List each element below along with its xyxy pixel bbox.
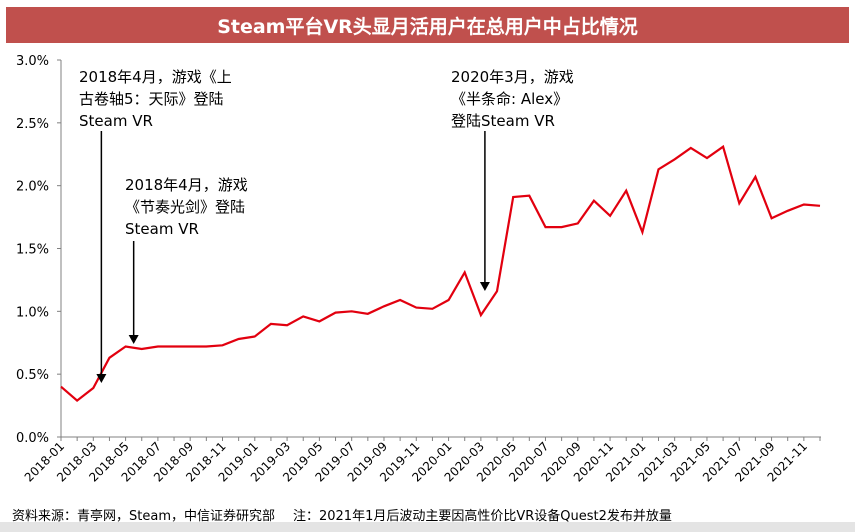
y-tick-label: 1.5% [16,243,49,258]
annotation-line: Steam VR [125,220,199,238]
y-tick-label: 2.0% [16,180,49,195]
series [60,144,821,403]
y-tick-label: 1.0% [16,305,49,320]
annotation-line: Steam VR [79,112,153,130]
note-text: 注：2021年1月后波动主要因高性价比VR设备Quest2发布并放量 [292,509,672,524]
annotation-line: 《半条命: Alex》 [451,90,569,108]
annotation-line: 2020年3月，游戏 [451,68,574,86]
annotation-line: 2018年4月，游戏《上 [79,68,232,86]
chart-footer: 资料来源：青亭网，Steam，中信证券研究部 注：2021年1月后波动主要因高性价… [12,505,672,524]
y-tick-label: 2.5% [16,117,49,132]
annotation-beat-saber: 2018年4月，游戏 《节奏光剑》登陆 Steam VR [125,174,248,240]
annotation-line: 古卷轴5：天际》登陆 [79,90,224,108]
series-line [60,144,821,403]
chart-title-bar: Steam平台VR头显月活用户在总用户中占比情况 [6,7,849,43]
arrow-head-icon [96,374,107,383]
annotation-line: 登陆Steam VR [451,112,555,130]
annotation-line: 《节奏光剑》登陆 [125,198,246,216]
annotation-line: 2018年4月，游戏 [125,176,248,194]
y-tick-label: 0.5% [16,368,49,383]
y-tick-label: 0.0% [16,431,49,446]
y-tick-label: 3.0% [16,54,49,69]
annotation-arrows [96,131,490,383]
x-axis-ticks: 2018-012018-032018-052018-072018-092018-… [22,437,821,485]
source-text: 资料来源：青亭网，Steam，中信证券研究部 [12,509,275,524]
arrow-head-icon [479,282,490,291]
annotation-skyrim: 2018年4月，游戏《上 古卷轴5：天际》登陆 Steam VR [79,66,232,132]
annotation-half-life-alyx: 2020年3月，游戏 《半条命: Alex》 登陆Steam VR [451,66,574,132]
y-axis-ticks: 0.0% 0.5% 1.0% 1.5% 2.0% 2.5% 3.0% [16,54,61,446]
footer-band [0,522,855,532]
chart-title: Steam平台VR头显月活用户在总用户中占比情况 [217,15,638,38]
arrow-head-icon [128,335,139,344]
